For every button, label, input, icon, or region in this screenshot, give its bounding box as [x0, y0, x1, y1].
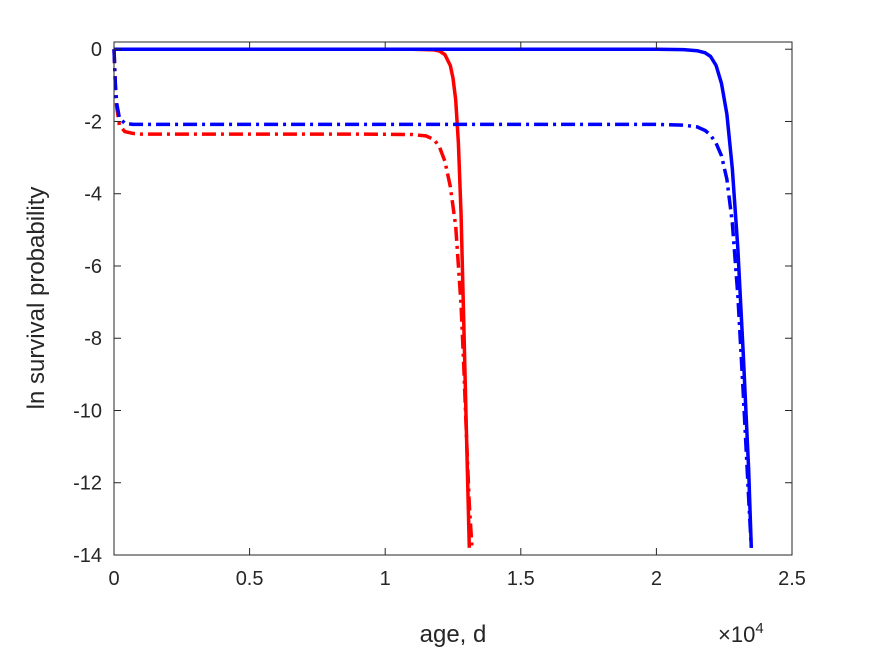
series-line-2 — [114, 47, 754, 548]
series-line-1 — [112, 49, 474, 548]
y-tick-label: -4 — [84, 184, 102, 206]
series-line-3 — [112, 49, 754, 548]
y-tick-label: -8 — [84, 328, 102, 350]
x-exponent-base: ×10 — [718, 622, 755, 647]
y-tick-label: 0 — [91, 39, 102, 61]
tick-layer: 0 0.5 1 1.5 2 2.5 0 -2 -4 -6 -8 -10 -12 -14 — [73, 39, 806, 590]
x-exponent-power: 4 — [755, 620, 763, 637]
series-layer — [112, 47, 754, 548]
x-tick-label: 0 — [108, 568, 119, 590]
x-tick-label: 1.5 — [507, 568, 535, 590]
axes-box — [113, 41, 793, 556]
x-exponent-label: ×104 — [718, 620, 764, 647]
y-tick-label: -14 — [73, 545, 102, 567]
y-tick-label: -12 — [73, 473, 102, 495]
y-tick-label: -2 — [84, 111, 102, 133]
x-tick-label: 1 — [380, 568, 391, 590]
plot-area — [114, 42, 792, 555]
y-tick-label: -10 — [73, 400, 102, 422]
x-tick-label: 2 — [651, 568, 662, 590]
y-tick-label: -6 — [84, 256, 102, 278]
y-axis-label: ln survival probability — [23, 187, 50, 410]
x-tick-label: 0.5 — [236, 568, 264, 590]
x-tick-label: 2.5 — [778, 568, 806, 590]
x-axis-label: age, d — [420, 621, 487, 648]
